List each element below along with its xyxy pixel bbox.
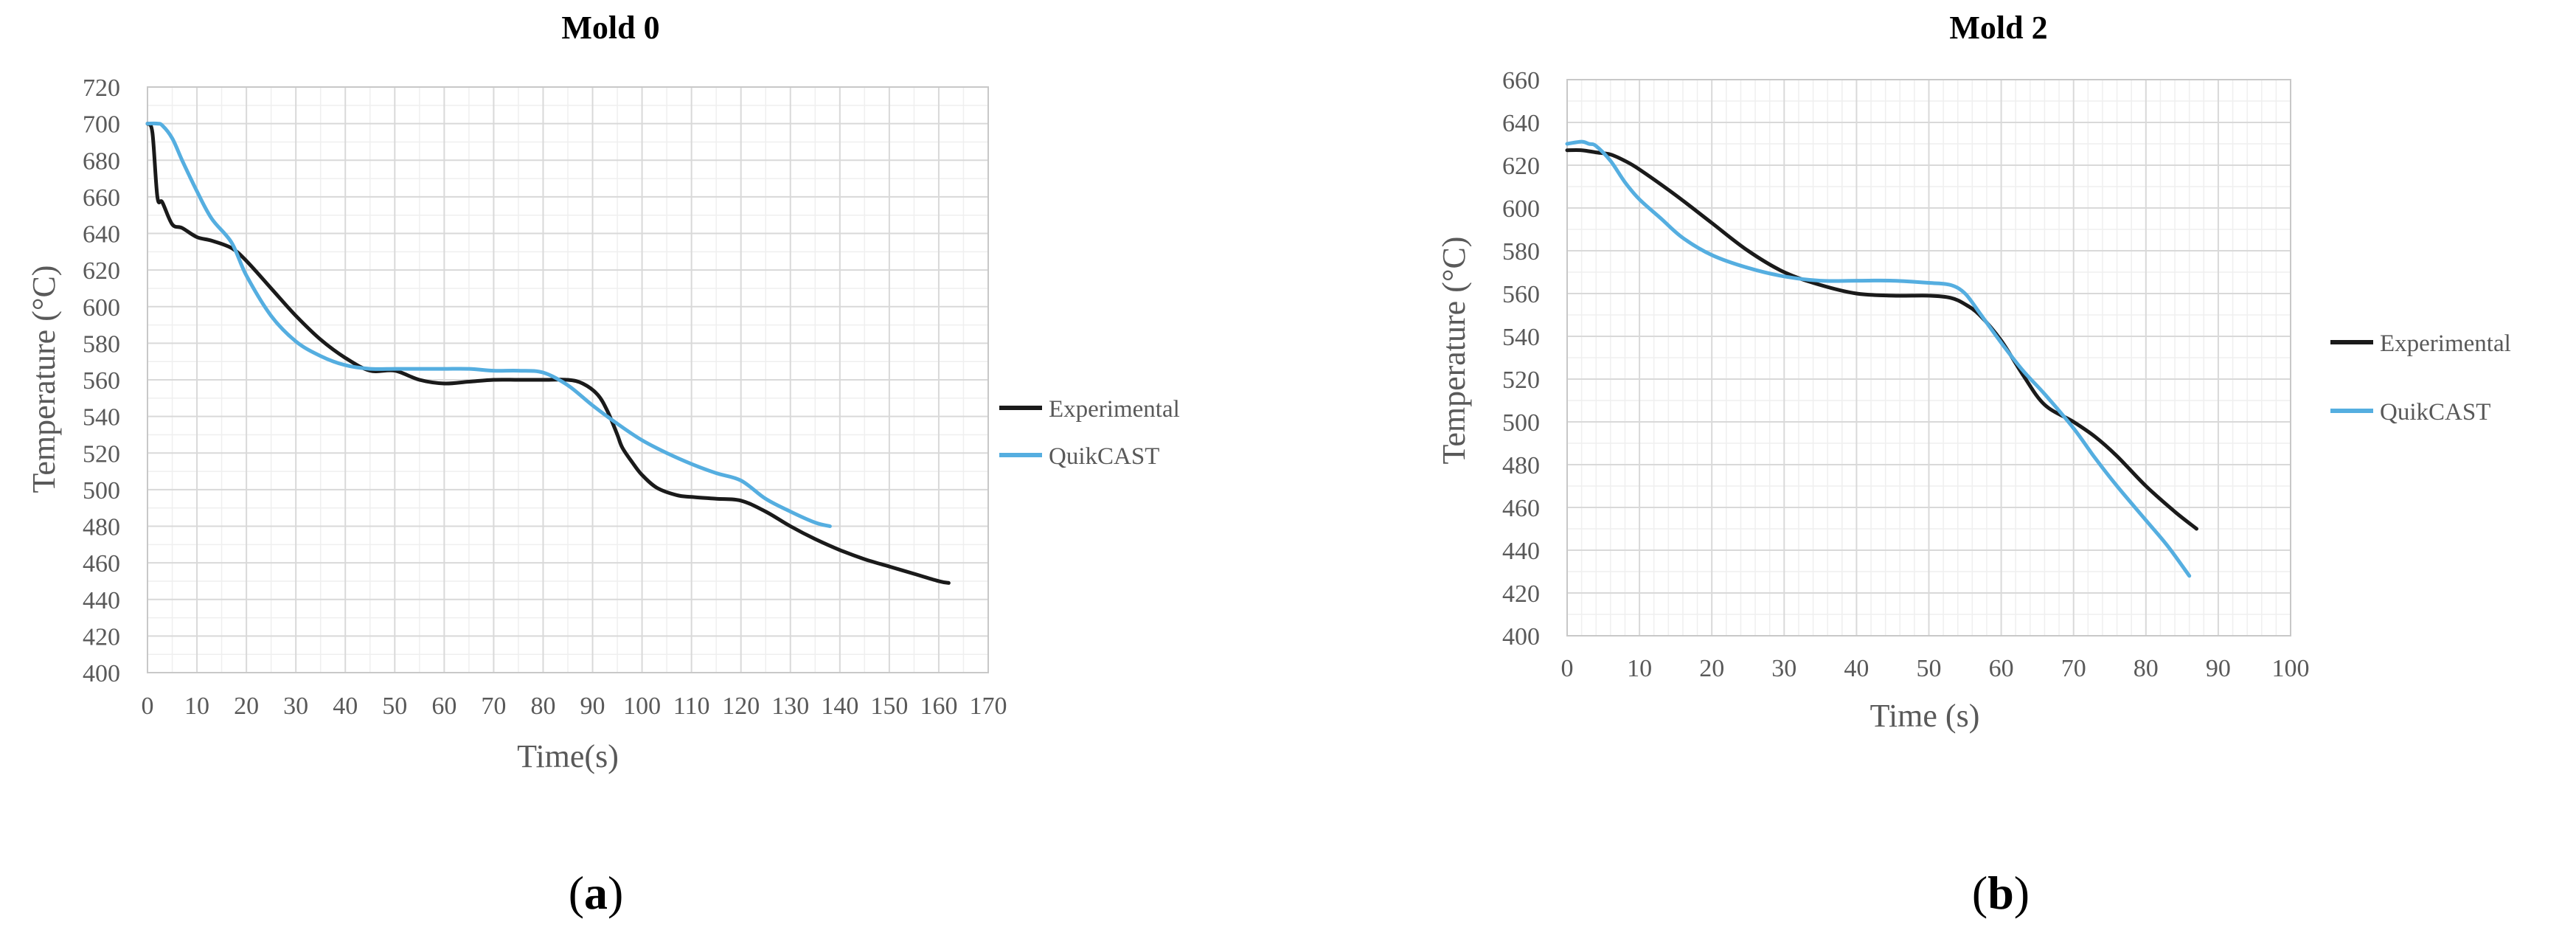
y-tick-label: 700 xyxy=(83,111,120,139)
y-tick-label: 520 xyxy=(83,440,120,468)
y-tick-label: 600 xyxy=(1502,195,1540,223)
y-tick-label: 460 xyxy=(83,550,120,577)
y-tick-label: 560 xyxy=(83,367,120,395)
y-tick-label: 660 xyxy=(1502,67,1540,94)
y-tick-label: 640 xyxy=(83,221,120,249)
plot-series xyxy=(145,121,951,585)
x-tick-label: 160 xyxy=(920,693,957,720)
y-tick-label: 460 xyxy=(1502,495,1540,522)
y-tick-label: 660 xyxy=(83,184,120,212)
y-tick-label: 680 xyxy=(83,148,120,175)
y-tick-label: 580 xyxy=(1502,238,1540,266)
y-axis-title: Temperature (°C) xyxy=(26,266,62,493)
y-tick-label: 600 xyxy=(83,294,120,322)
legend: Experimental QuikCAST xyxy=(2330,330,2511,426)
x-tick-label: 30 xyxy=(1771,655,1796,682)
x-tick-label: 40 xyxy=(1844,655,1869,682)
legend-label-experimental: Experimental xyxy=(2380,330,2511,357)
series-line-quikcast xyxy=(1565,139,2192,578)
plot-grid xyxy=(147,86,989,673)
x-tick-label: 20 xyxy=(1699,655,1724,682)
x-tick-label: 120 xyxy=(722,693,760,720)
x-tick-label: 140 xyxy=(821,693,858,720)
chart-title: Mold 0 xyxy=(561,10,659,46)
x-tick-label: 60 xyxy=(1989,655,2014,682)
y-tick-label: 420 xyxy=(83,623,120,651)
plot-area-border xyxy=(147,86,989,673)
x-tick-label: 20 xyxy=(234,693,259,720)
x-tick-label: 110 xyxy=(673,693,710,720)
y-tick-label: 480 xyxy=(83,514,120,541)
y-tick-label: 440 xyxy=(83,587,120,614)
x-tick-label: 150 xyxy=(870,693,908,720)
plot-area-border xyxy=(1566,79,2291,636)
y-tick-label: 540 xyxy=(1502,324,1540,351)
y-tick-label: 520 xyxy=(1502,367,1540,394)
x-tick-label: 10 xyxy=(184,693,209,720)
y-tick-label: 560 xyxy=(1502,281,1540,308)
chart-mold-0: Mold 0 400420440460480500520540560580600… xyxy=(26,10,1180,774)
x-tick-label: 0 xyxy=(142,693,154,720)
legend-label-quikcast: QuikCAST xyxy=(1049,443,1159,470)
x-tick-label: 90 xyxy=(2206,655,2231,682)
x-axis-title: Time (s) xyxy=(1870,698,1980,734)
series-line-experimental xyxy=(1565,148,2198,531)
x-tick-label: 80 xyxy=(2134,655,2159,682)
plot-series xyxy=(1565,139,2198,578)
x-tick-label: 0 xyxy=(1561,655,1574,682)
y-tick-labels: 400 420 440 460 480 500 520 540 560 580 600 620 640 6… xyxy=(83,74,120,687)
x-tick-label: 100 xyxy=(2272,655,2310,682)
series-line-quikcast xyxy=(145,121,832,528)
series-line-experimental xyxy=(145,122,951,585)
y-tick-label: 640 xyxy=(1502,110,1540,137)
y-tick-labels: 400 420 440 460 480 500 520 540 560 580 600 620 640 6… xyxy=(1502,67,1540,651)
x-tick-label: 130 xyxy=(771,693,809,720)
legend-label-experimental: Experimental xyxy=(1049,396,1180,423)
x-tick-label: 50 xyxy=(1917,655,1942,682)
x-tick-label: 90 xyxy=(580,693,605,720)
legend-label-quikcast: QuikCAST xyxy=(2380,399,2490,426)
y-tick-label: 620 xyxy=(1502,153,1540,180)
x-tick-label: 40 xyxy=(333,693,358,720)
y-tick-label: 620 xyxy=(83,257,120,285)
x-tick-label: 10 xyxy=(1627,655,1652,682)
x-axis-title: Time(s) xyxy=(517,738,619,774)
x-tick-label: 70 xyxy=(481,693,506,720)
caption-b: (b) xyxy=(1972,867,2030,919)
y-axis-title: Temperature (°C) xyxy=(1436,237,1472,465)
y-tick-label: 440 xyxy=(1502,538,1540,565)
x-tick-label: 170 xyxy=(970,693,1007,720)
x-tick-labels: 0 10 20 30 40 50 60 70 80 90 100 xyxy=(1561,655,2310,682)
x-tick-label: 50 xyxy=(382,693,407,720)
plot-grid xyxy=(1566,79,2291,636)
y-tick-label: 500 xyxy=(83,477,120,504)
x-tick-label: 60 xyxy=(431,693,456,720)
y-tick-label: 540 xyxy=(83,404,120,431)
chart-mold-2: Mold 2 400420440460480500520540560580600… xyxy=(1436,10,2511,734)
y-tick-label: 480 xyxy=(1502,452,1540,479)
y-tick-label: 400 xyxy=(83,660,120,687)
chart-title: Mold 2 xyxy=(1949,10,2047,46)
x-tick-labels: 0 10 20 30 40 50 60 70 80 90 100 110 120 130 140 150 160… xyxy=(142,693,1007,720)
y-tick-label: 720 xyxy=(83,74,120,102)
y-tick-label: 420 xyxy=(1502,580,1540,608)
x-tick-label: 30 xyxy=(283,693,308,720)
y-tick-label: 500 xyxy=(1502,409,1540,437)
x-tick-label: 100 xyxy=(623,693,661,720)
x-tick-label: 70 xyxy=(2061,655,2086,682)
y-tick-label: 400 xyxy=(1502,623,1540,651)
caption-a: (a) xyxy=(569,867,624,919)
y-tick-label: 580 xyxy=(83,330,120,358)
legend: Experimental QuikCAST xyxy=(999,396,1180,470)
x-tick-label: 80 xyxy=(530,693,555,720)
